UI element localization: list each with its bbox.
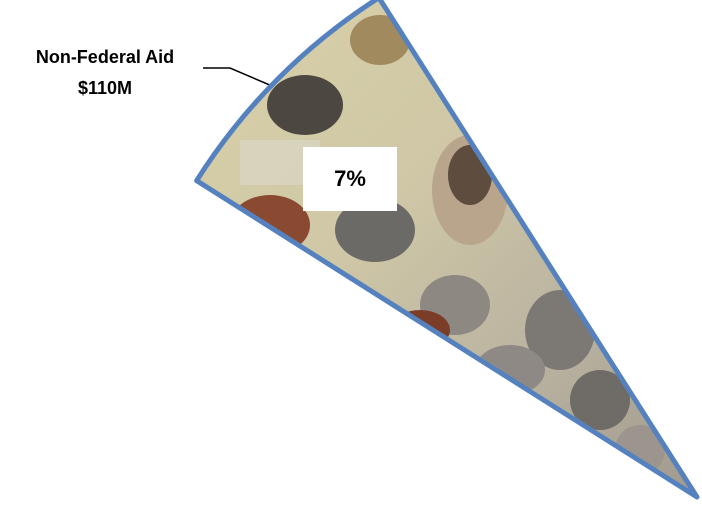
label-box [303,147,397,211]
amount-label: $110M [78,78,132,98]
pie-slice [194,0,700,500]
leader-line [203,67,273,87]
slice-texture [196,0,698,498]
value-label: 7% [334,166,366,191]
category-label: Non-Federal Aid [36,47,174,67]
